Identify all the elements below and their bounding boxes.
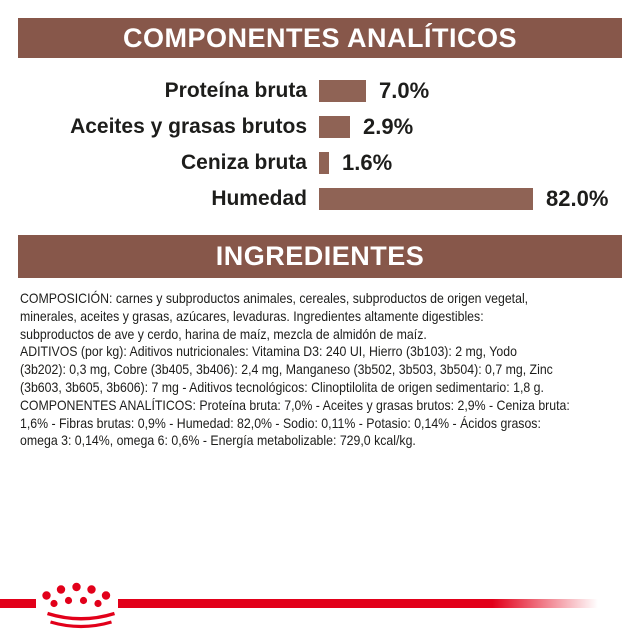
ingredients-text-line: subproductos de ave y cerdo, harina de m… (20, 325, 427, 342)
chart-category-label: Proteína bruta (164, 79, 307, 102)
ingredients-text-block: COMPOSICIÓN: carnes y subproductos anima… (20, 290, 640, 450)
chart-bar (319, 188, 533, 210)
crown-dots-top-row (42, 582, 111, 600)
analytical-chart: Proteína bruta 7.0% Aceites y grasas bruto… (0, 78, 640, 224)
ingredients-text-line: omega 3: 0,14%, omega 6: 0,6% - Energía … (20, 432, 416, 449)
chart-value-label: 82.0% (546, 186, 609, 211)
chart-value-label: 1.6% (342, 150, 393, 175)
ingredients-text-line: COMPONENTES ANALÍTICOS: Proteína bruta: … (20, 396, 570, 413)
crown-dots-second-row (50, 596, 102, 608)
ingredients-text-line: (3b603, 3b605, 3b606): 7 mg - Aditivos t… (20, 378, 544, 395)
chart-bar (319, 152, 329, 174)
royal-canin-crown-logo (42, 582, 116, 629)
chart-bar (319, 80, 366, 102)
ingredients-text-line: (3b202): 0,3 mg, Cobre (3b405, 3b406): 2… (20, 361, 553, 378)
analytical-components-header: COMPONENTES ANALÍTICOS (18, 18, 622, 58)
chart-row: Proteína bruta 7.0% (0, 78, 640, 103)
footer-red-line-left (0, 599, 36, 608)
footer-red-line-right (118, 599, 598, 608)
ingredients-text-line: 1,6% - Fibras brutas: 0,9% - Humedad: 82… (20, 414, 541, 431)
chart-row: Humedad 82.0% (0, 186, 640, 211)
ingredients-header: INGREDIENTES (18, 235, 622, 278)
chart-row: Ceniza bruta 1.6% (0, 150, 640, 175)
chart-row: Aceites y grasas brutos 2.9% (0, 114, 640, 139)
chart-category-label: Aceites y grasas brutos (70, 115, 307, 138)
crown-base-arcs (46, 611, 116, 629)
chart-category-label: Humedad (211, 187, 307, 210)
ingredients-text-line: ADITIVOS (por kg): Aditivos nutricionale… (20, 343, 517, 360)
chart-value-label: 7.0% (379, 78, 430, 103)
chart-bar (319, 116, 350, 138)
ingredients-text-line: minerales, aceites y grasas, azúcares, l… (20, 307, 484, 324)
chart-value-label: 2.9% (363, 114, 414, 139)
ingredients-text-line: COMPOSICIÓN: carnes y subproductos anima… (20, 290, 529, 306)
chart-category-label: Ceniza bruta (180, 151, 307, 174)
